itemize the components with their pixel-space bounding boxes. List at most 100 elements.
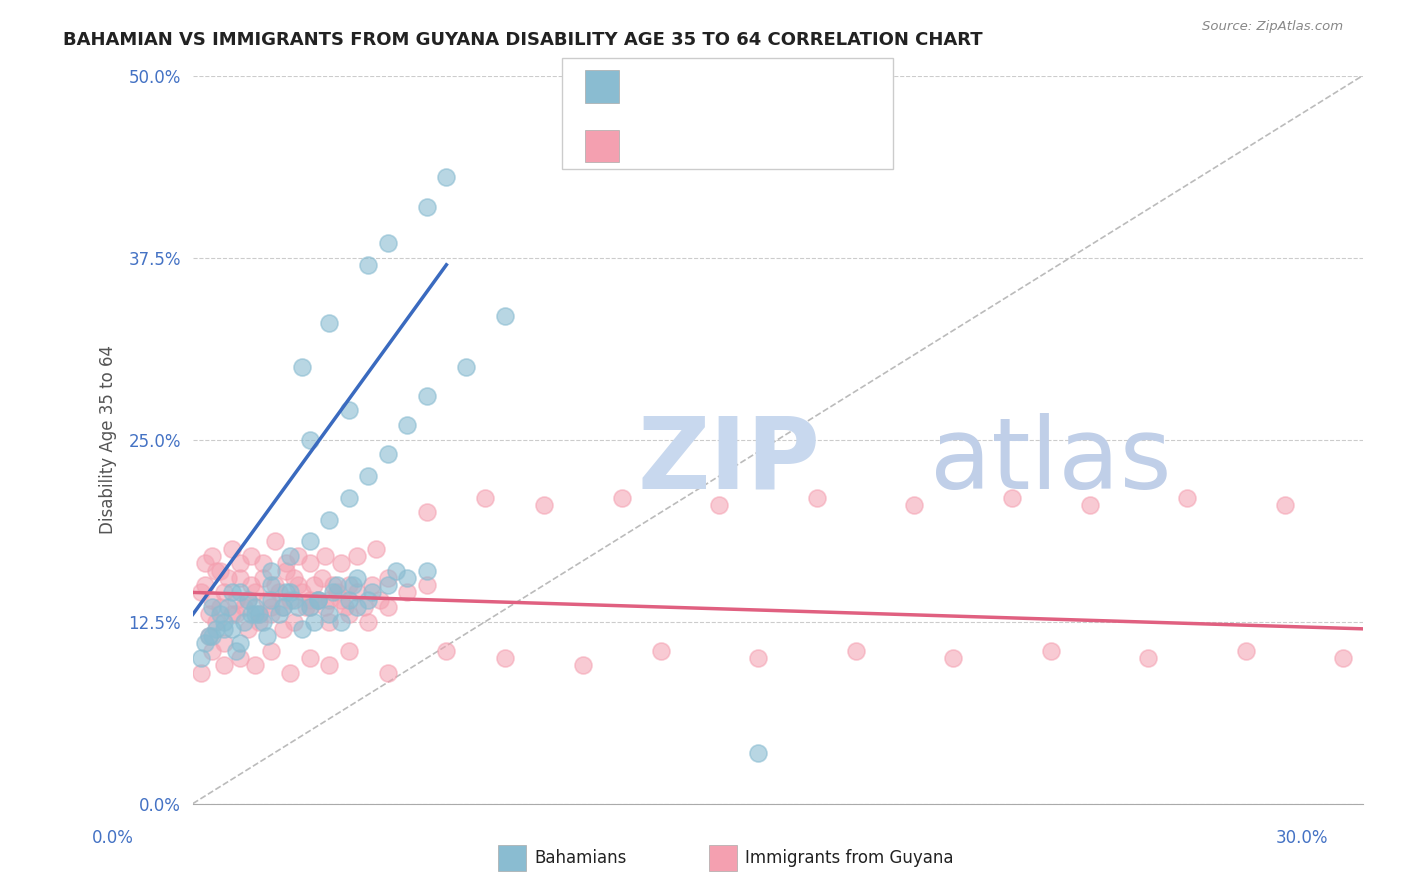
Point [283,592,305,607]
Point [315,549,337,563]
Point [260,599,283,614]
Point [366,541,388,556]
Point [377,447,399,461]
Point [236,592,259,607]
Point [1078,498,1101,512]
Point [247,615,270,629]
Point [346,585,368,599]
Point [280,549,302,563]
Point [260,592,283,607]
Point [236,592,259,607]
Point [197,607,219,622]
Point [377,235,399,250]
Point [212,622,235,636]
Point [384,564,406,578]
Point [209,599,232,614]
Text: Source: ZipAtlas.com: Source: ZipAtlas.com [1202,20,1343,33]
Point [494,309,516,323]
Point [209,607,232,622]
Point [201,599,224,614]
Point [221,622,243,636]
Point [346,571,368,585]
Point [212,615,235,629]
Point [228,651,250,665]
Point [201,629,224,643]
Point [291,622,314,636]
Point [330,557,353,571]
Point [209,564,232,578]
Point [307,592,329,607]
Text: 30.0%: 30.0% [1277,829,1329,847]
Point [650,643,672,657]
Point [302,578,325,592]
Text: 0.413: 0.413 [685,78,735,93]
Point [1039,643,1062,657]
Point [260,643,283,657]
Point [271,622,294,636]
Point [212,636,235,650]
Point [287,578,309,592]
Point [361,578,384,592]
Point [225,607,247,622]
Text: 62: 62 [800,78,823,93]
Point [377,599,399,614]
Point [291,359,314,374]
Point [318,513,340,527]
Point [298,592,321,607]
Point [252,615,274,629]
Point [416,578,439,592]
Point [1137,651,1160,665]
Point [1177,491,1199,505]
Point [572,658,595,673]
Point [247,607,270,622]
Point [263,578,285,592]
Point [298,433,321,447]
Point [1001,491,1024,505]
Point [311,571,333,585]
Point [267,607,290,622]
Point [318,658,340,673]
Point [245,607,267,622]
Point [318,607,340,622]
Point [709,498,731,512]
Point [346,549,368,563]
Point [205,564,228,578]
Point [533,498,555,512]
Point [330,592,353,607]
Point [228,557,250,571]
Text: Bahamians: Bahamians [534,849,627,867]
Point [225,592,247,607]
Point [245,658,267,673]
Point [194,636,217,650]
Text: BAHAMIAN VS IMMIGRANTS FROM GUYANA DISABILITY AGE 35 TO 64 CORRELATION CHART: BAHAMIAN VS IMMIGRANTS FROM GUYANA DISAB… [63,31,983,49]
Point [416,564,439,578]
Point [337,607,360,622]
Point [263,534,285,549]
Y-axis label: Disability Age 35 to 64: Disability Age 35 to 64 [100,345,117,534]
Point [315,599,337,614]
Point [494,651,516,665]
Point [247,607,270,622]
Point [201,549,224,563]
Point [280,665,302,680]
Point [318,615,340,629]
Point [240,578,263,592]
Point [322,585,344,599]
Point [280,585,302,599]
Point [307,592,329,607]
Point [318,592,340,607]
Point [416,389,439,403]
Point [322,578,344,592]
Point [201,592,224,607]
Point [271,599,294,614]
Point [225,643,247,657]
Point [205,615,228,629]
Point [217,599,239,614]
Point [271,599,294,614]
Point [337,578,360,592]
Point [252,571,274,585]
Point [368,592,391,607]
Point [283,571,305,585]
Point [416,505,439,519]
Point [326,578,349,592]
